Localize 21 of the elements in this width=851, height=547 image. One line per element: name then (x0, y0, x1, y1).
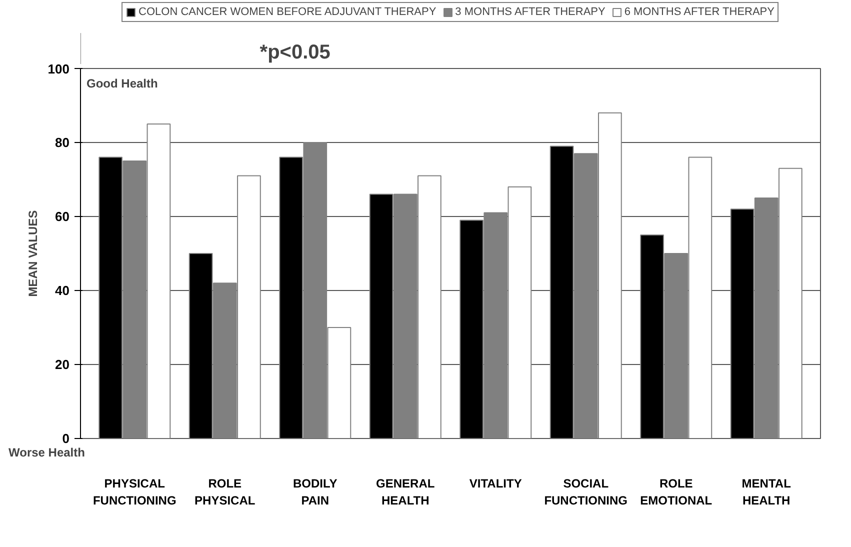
y-tick-label: 60 (55, 209, 70, 224)
text: Worse Health (8, 446, 85, 460)
x-tick-label: BODILY PAIN (293, 476, 338, 508)
x-tick-label: MENTAL HEALTH (742, 476, 791, 508)
y-tick-label: 40 (55, 283, 70, 298)
legend-label: COLON CANCER WOMEN BEFORE ADJUVANT THERAPY (138, 6, 436, 18)
y-tick-label: 0 (62, 431, 70, 446)
annotation: Good Health (86, 76, 158, 90)
y-tick-label: 100 (48, 62, 70, 76)
y-tick-label: 80 (55, 135, 70, 150)
text: *p<0.05 (260, 41, 330, 64)
legend-label: 3 MONTHS AFTER THERAPY (455, 6, 606, 18)
x-tick-label: GENERAL HEALTH (376, 476, 435, 508)
y-tick-label: 20 (55, 357, 70, 372)
legend-label: 6 MONTHS AFTER THERAPY (624, 6, 774, 18)
x-tick-label: ROLE EMOTIONAL (640, 476, 712, 508)
x-tick-label: PHYSICAL FUNCTIONING (92, 476, 176, 508)
y-axis-title: MEAN VALUES (26, 210, 40, 297)
x-tick-label: ROLE PHYSICAL (194, 476, 256, 508)
x-tick-label: SOCIAL FUNCTIONING (544, 476, 628, 508)
x-tick-label: VITALITY (469, 476, 522, 490)
